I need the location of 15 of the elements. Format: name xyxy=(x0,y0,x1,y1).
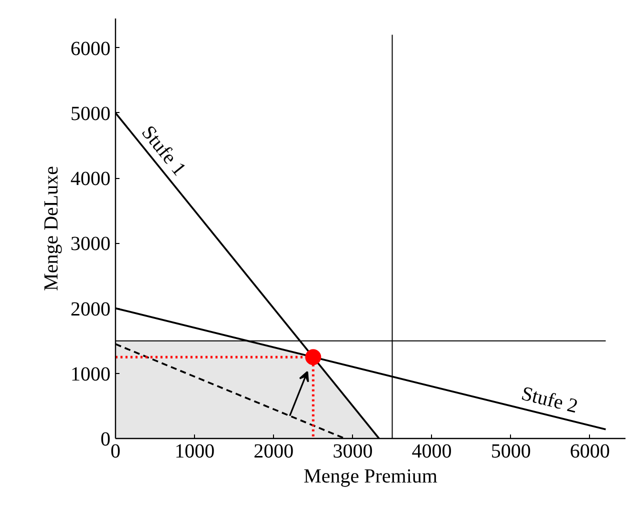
y-tick-label: 3000 xyxy=(70,233,110,256)
y-tick-label: 1000 xyxy=(70,363,110,386)
x-axis-title: Menge Premium xyxy=(304,466,438,488)
x-tick-label: 5000 xyxy=(490,440,531,462)
x-tick-label: 2000 xyxy=(254,440,294,462)
y-axis-title: Menge DeLuxe xyxy=(40,166,62,291)
x-tick-label: 3000 xyxy=(332,440,373,462)
x-tick-label: 4000 xyxy=(412,440,452,462)
y-tick-label: 6000 xyxy=(70,38,110,60)
y-tick-label: 5000 xyxy=(70,102,110,125)
x-tick-label: 6000 xyxy=(570,440,610,462)
y-tick-label: 4000 xyxy=(70,168,110,190)
x-tick-label: 1000 xyxy=(174,440,215,462)
y-tick-label: 2000 xyxy=(70,298,110,320)
text: Stufe 2 xyxy=(519,382,580,418)
